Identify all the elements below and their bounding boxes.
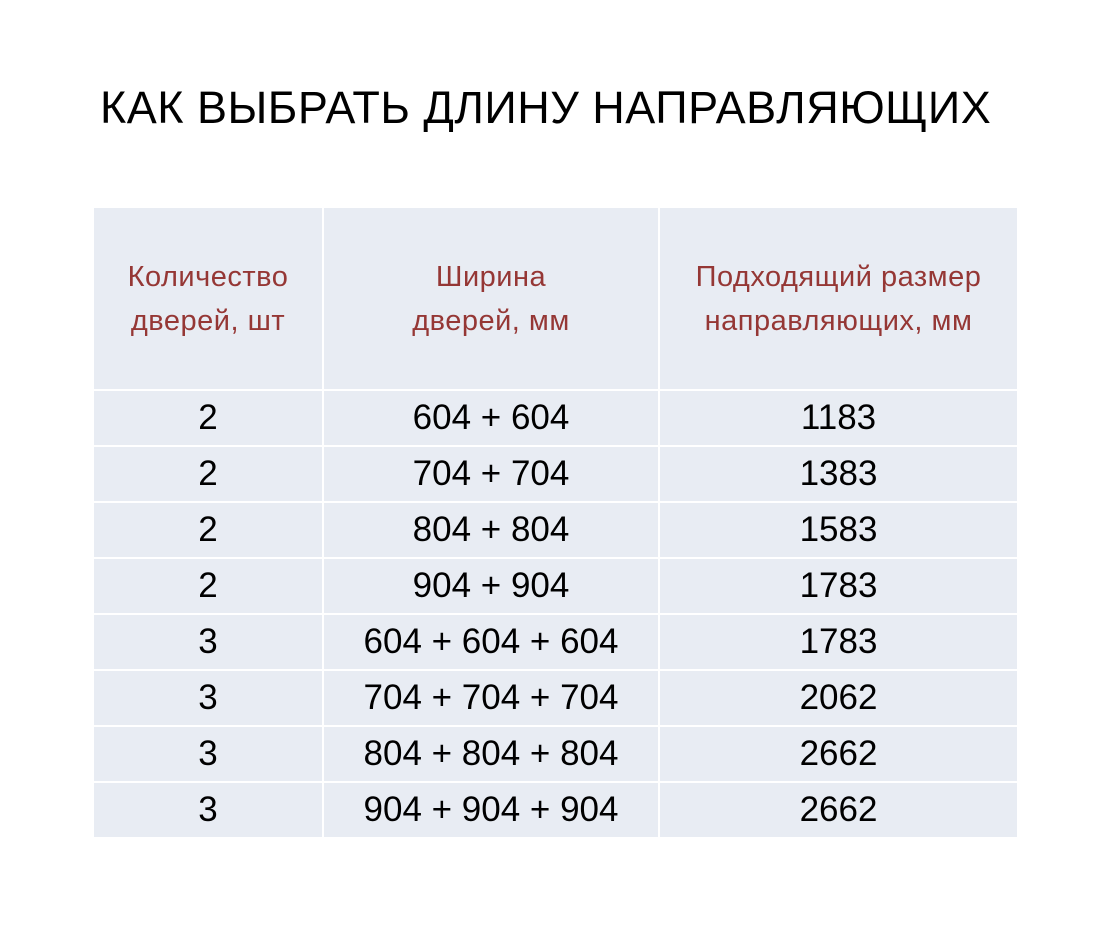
header-rail-size: Подходящий размер направляющих, мм (658, 206, 1019, 391)
rail-size-cell: 2062 (658, 669, 1019, 727)
door-width-cell: 604 + 604 (322, 389, 660, 447)
header-door-count: Количество дверей, шт (92, 206, 324, 391)
door-count-cell: 2 (92, 445, 324, 503)
table-row: 2 904 + 904 1783 (92, 557, 1019, 615)
door-count-cell: 2 (92, 389, 324, 447)
header-row: Количество дверей, шт Ширина дверей, мм По… (92, 206, 1019, 391)
table-row: 2 704 + 704 1383 (92, 445, 1019, 503)
page-title: КАК ВЫБРАТЬ ДЛИНУ НАПРАВЛЯЮЩИХ (100, 82, 992, 133)
header-door-width: Ширина дверей, мм (322, 206, 660, 391)
rail-size-cell: 1783 (658, 613, 1019, 671)
header-line: Количество (127, 260, 289, 293)
door-width-cell: 904 + 904 + 904 (322, 781, 660, 839)
rail-size-cell: 1383 (658, 445, 1019, 503)
door-count-cell: 2 (92, 557, 324, 615)
door-count-cell: 3 (92, 781, 324, 839)
rail-size-cell: 1183 (658, 389, 1019, 447)
door-count-cell: 2 (92, 501, 324, 559)
table-row: 3 904 + 904 + 904 2662 (92, 781, 1019, 839)
door-width-cell: 704 + 704 + 704 (322, 669, 660, 727)
header-line: Ширина (435, 260, 547, 293)
door-width-cell: 904 + 904 (322, 557, 660, 615)
header-line: направляющих, мм (704, 304, 973, 337)
door-count-cell: 3 (92, 613, 324, 671)
header-line: Подходящий размер (695, 260, 982, 293)
header-line: дверей, шт (130, 304, 286, 337)
header-line: дверей, мм (412, 304, 570, 337)
door-count-cell: 3 (92, 669, 324, 727)
table-row: 3 804 + 804 + 804 2662 (92, 725, 1019, 783)
table-row: 2 804 + 804 1583 (92, 501, 1019, 559)
door-width-cell: 804 + 804 (322, 501, 660, 559)
door-count-cell: 3 (92, 725, 324, 783)
table-row: 3 704 + 704 + 704 2062 (92, 669, 1019, 727)
table-row: 2 604 + 604 1183 (92, 389, 1019, 447)
door-rail-length-table: Количество дверей, шт Ширина дверей, мм По… (92, 206, 1019, 839)
rail-size-cell: 2662 (658, 781, 1019, 839)
door-width-cell: 804 + 804 + 804 (322, 725, 660, 783)
rail-size-cell: 2662 (658, 725, 1019, 783)
door-width-cell: 604 + 604 + 604 (322, 613, 660, 671)
rail-size-cell: 1783 (658, 557, 1019, 615)
table-row: 3 604 + 604 + 604 1783 (92, 613, 1019, 671)
rail-size-cell: 1583 (658, 501, 1019, 559)
door-width-cell: 704 + 704 (322, 445, 660, 503)
